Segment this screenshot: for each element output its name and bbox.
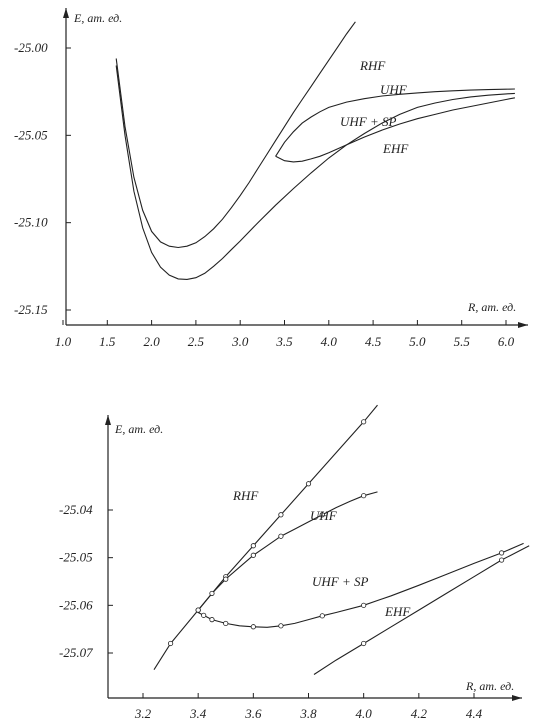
x-tick-label-bottom: 4.0	[356, 706, 373, 721]
data-point-uhf-bottom	[209, 590, 215, 597]
series-line-uhf-top	[275, 88, 515, 157]
series-line-uhf-bottom	[197, 491, 378, 611]
data-point-uhf-sp-bottom	[223, 620, 229, 627]
series-line-ehf-bottom	[313, 545, 530, 675]
x-tick-label-top: 1.0	[55, 334, 72, 349]
series-label-uhf-bottom: UHF	[310, 508, 338, 523]
series-label-ehf-bottom: EHF	[384, 604, 411, 619]
x-tick-label-bottom: 3.6	[244, 706, 262, 721]
x-tick-label-top: 6.0	[498, 334, 515, 349]
series-label-uhf-top: UHF	[380, 82, 408, 97]
y-tick-label-bottom: -25.05	[59, 550, 93, 565]
series-label-rhf-top: RHF	[359, 58, 386, 73]
x-tick-label-top: 2.5	[188, 334, 205, 349]
y-tick-label-top: -25.15	[14, 302, 48, 317]
data-point-uhf-bottom	[250, 552, 256, 558]
series-line-rhf-top	[115, 21, 356, 249]
data-point-rhf-bottom	[361, 419, 367, 425]
y-tick-label-bottom: -25.06	[59, 597, 93, 612]
x-axis-arrow-bottom	[512, 695, 522, 701]
data-point-uhf-sp-bottom	[278, 623, 284, 629]
y-tick-label-top: -25.10	[14, 215, 48, 230]
x-tick-label-bottom: 3.8	[299, 706, 317, 721]
series-label-rhf-bottom: RHF	[232, 488, 259, 503]
data-point-uhf-sp-bottom	[250, 624, 256, 630]
y-tick-label-bottom: -25.04	[59, 502, 93, 517]
x-tick-label-top: 5.5	[454, 334, 471, 349]
x-tick-label-top: 2.0	[143, 334, 160, 349]
x-tick-label-top: 4.0	[321, 334, 338, 349]
data-point-ehf-bottom	[498, 557, 505, 563]
data-point-rhf-bottom	[250, 543, 256, 549]
data-point-uhf-bottom	[195, 607, 201, 613]
data-point-uhf-bottom	[361, 493, 367, 499]
y-tick-label-top: -25.05	[14, 127, 48, 142]
x-axis-label-top: R, ат. ед.	[467, 300, 516, 314]
y-axis-arrow-top	[63, 8, 69, 18]
series-line-ehf-top	[115, 65, 515, 280]
data-point-rhf-bottom	[305, 481, 312, 487]
x-axis-label-bottom: R, ат. ед.	[465, 679, 514, 693]
data-point-uhf-sp-bottom	[361, 602, 367, 608]
y-tick-label-bottom: -25.07	[59, 645, 93, 660]
x-tick-label-bottom: 4.2	[411, 706, 428, 721]
series-line-uhf-sp-top	[275, 97, 516, 163]
x-tick-label-top: 3.0	[231, 334, 249, 349]
x-axis-arrow-top	[518, 322, 528, 328]
series-line-uhf-sp-bottom	[197, 542, 524, 628]
series-line-rhf-bottom	[153, 404, 378, 670]
y-tick-label-top: -25.00	[14, 40, 48, 55]
data-point-ehf-bottom	[361, 640, 367, 647]
x-tick-label-top: 5.0	[409, 334, 426, 349]
y-axis-label-bottom: E, ат. ед.	[114, 422, 163, 436]
x-tick-label-bottom: 3.4	[189, 706, 207, 721]
x-tick-label-top: 3.5	[275, 334, 293, 349]
data-point-uhf-bottom	[278, 533, 284, 539]
data-point-uhf-bottom	[319, 512, 325, 518]
chart-bottom: E, ат. ед. R, ат. ед. 3.2 3.4 3.6 3.8 4.0 4.2…	[59, 404, 530, 721]
x-tick-label-top: 1.5	[99, 334, 116, 349]
data-point-uhf-sp-bottom	[201, 612, 207, 618]
series-label-uhfsp-bottom: UHF + SP	[312, 574, 368, 589]
x-tick-label-bottom: 3.2	[134, 706, 152, 721]
series-label-ehf-top: EHF	[382, 141, 409, 156]
y-axis-arrow-bottom	[105, 415, 111, 425]
x-tick-label-bottom: 4.4	[466, 706, 483, 721]
chart-top: E, ат. ед. R, ат. ед. 1.0 1.5 2.0 2.5 3.0 3.5…	[14, 8, 528, 349]
data-point-uhf-sp-bottom	[209, 617, 215, 623]
data-point-rhf-bottom	[167, 640, 174, 647]
data-point-rhf-bottom	[278, 512, 284, 518]
x-tick-label-top: 4.5	[365, 334, 382, 349]
data-point-uhf-sp-bottom	[498, 550, 505, 556]
y-axis-label-top: E, ат. ед.	[73, 11, 122, 25]
series-label-uhfsp-top: UHF + SP	[340, 114, 396, 129]
data-point-uhf-bottom	[223, 576, 229, 582]
data-point-uhf-sp-bottom	[319, 613, 325, 619]
